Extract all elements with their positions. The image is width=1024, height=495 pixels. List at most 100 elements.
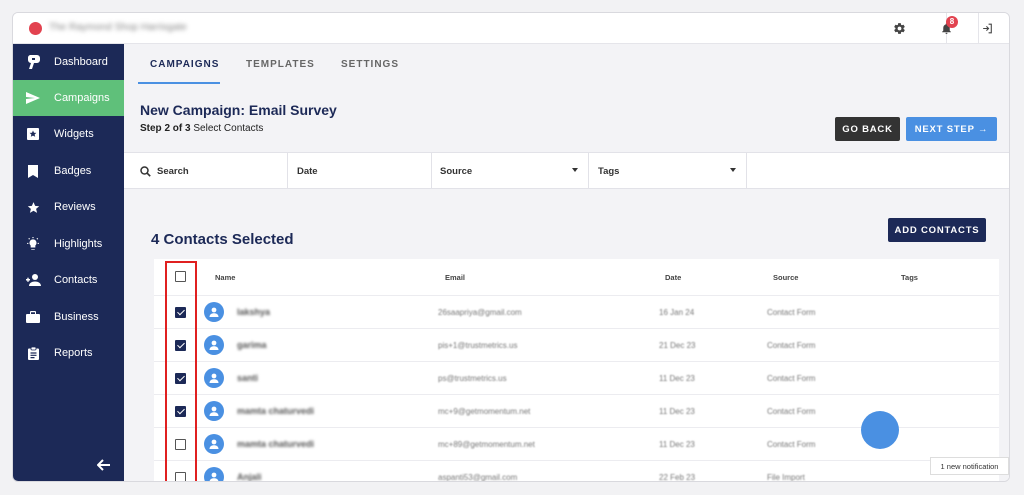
avatar-icon bbox=[204, 401, 224, 421]
contact-date: 22 Feb 23 bbox=[659, 473, 696, 482]
tags-dropdown-label: Tags bbox=[598, 165, 620, 177]
tab-templates[interactable]: TEMPLATES bbox=[246, 59, 315, 70]
sidebar-item-contacts[interactable]: Contacts bbox=[13, 262, 124, 298]
column-header-email: Email bbox=[445, 273, 466, 282]
sidebar-item-reports[interactable]: Reports bbox=[13, 335, 124, 371]
sidebar-item-business[interactable]: Business bbox=[13, 299, 124, 335]
column-header-tags: Tags bbox=[901, 273, 918, 282]
sidebar-item-widgets[interactable]: Widgets bbox=[13, 116, 124, 152]
table-row[interactable]: lakshya 26saapriya@gmail.com 16 Jan 24 Cont… bbox=[154, 295, 999, 328]
table-row[interactable]: mamta chaturvedi mc+89@getmomentum.net 11 … bbox=[154, 427, 999, 460]
table-row[interactable]: garima pis+1@trustmetrics.us 21 Dec 23 Cont… bbox=[154, 328, 999, 361]
contact-source: Contact Form bbox=[767, 374, 816, 383]
sidebar-item-highlights[interactable]: Highlights bbox=[13, 226, 124, 262]
tab-bar: CAMPAIGNS TEMPLATES SETTINGS bbox=[124, 44, 1009, 84]
contact-source: Contact Form bbox=[767, 341, 816, 350]
tab-settings[interactable]: SETTINGS bbox=[341, 59, 400, 70]
column-header-source: Source bbox=[773, 273, 799, 282]
tab-campaigns[interactable]: CAMPAIGNS bbox=[150, 59, 220, 70]
contact-source: Contact Form bbox=[767, 440, 816, 449]
active-tab-indicator bbox=[138, 82, 220, 84]
row-checkbox[interactable] bbox=[175, 472, 186, 481]
avatar-icon bbox=[204, 467, 224, 481]
chat-button[interactable] bbox=[861, 411, 899, 449]
avatar-icon bbox=[204, 302, 224, 322]
contact-email: mc+89@getmomentum.net bbox=[438, 440, 535, 449]
filter-bar: Search Date Source Tags bbox=[124, 152, 1009, 189]
gear-icon[interactable] bbox=[883, 13, 915, 44]
app-window: The Raymond Shop Harrisgate 8 Dashboard … bbox=[12, 12, 1010, 482]
arrow-left-icon[interactable] bbox=[96, 458, 111, 476]
brand-name: The Raymond Shop Harrisgate bbox=[49, 22, 187, 33]
sidebar-item-label: Reports bbox=[54, 347, 93, 359]
sidebar-item-reviews[interactable]: Reviews bbox=[13, 189, 124, 225]
sidebar: Dashboard Campaigns Widgets Badges Revie… bbox=[13, 44, 124, 481]
clipboard-icon bbox=[13, 346, 53, 360]
notification-badge: 8 bbox=[946, 16, 958, 28]
add-contacts-button[interactable]: ADD CONTACTS bbox=[888, 218, 986, 242]
bell-icon[interactable]: 8 bbox=[930, 13, 962, 44]
sidebar-item-campaigns[interactable]: Campaigns bbox=[13, 80, 124, 116]
contact-date: 21 Dec 23 bbox=[659, 341, 696, 350]
contact-source: Contact Form bbox=[767, 407, 816, 416]
row-checkbox[interactable] bbox=[175, 340, 186, 351]
go-back-button[interactable]: GO BACK bbox=[835, 117, 900, 141]
row-checkbox[interactable] bbox=[175, 373, 186, 384]
contact-email: mc+9@getmomentum.net bbox=[438, 407, 531, 416]
logout-icon[interactable] bbox=[971, 13, 1003, 44]
date-filter[interactable]: Date bbox=[288, 153, 432, 189]
top-bar: The Raymond Shop Harrisgate 8 bbox=[13, 13, 1009, 44]
contact-email: pis+1@trustmetrics.us bbox=[438, 341, 518, 350]
sidebar-item-label: Reviews bbox=[54, 201, 96, 213]
table-row[interactable]: santi ps@trustmetrics.us 11 Dec 23 Contact … bbox=[154, 361, 999, 394]
contact-email: 26saapriya@gmail.com bbox=[438, 308, 522, 317]
next-step-button[interactable]: NEXT STEP → bbox=[906, 117, 997, 141]
notification-toast: 1 new notification bbox=[930, 457, 1009, 475]
contact-name: santi bbox=[237, 373, 259, 383]
chevron-down-icon bbox=[730, 168, 736, 172]
row-checkbox[interactable] bbox=[175, 406, 186, 417]
widget-icon bbox=[13, 128, 53, 140]
select-all-checkbox[interactable] bbox=[175, 271, 186, 282]
star-icon bbox=[13, 201, 53, 214]
contact-date: 11 Dec 23 bbox=[659, 374, 695, 383]
bookmark-icon bbox=[13, 164, 53, 178]
sidebar-item-label: Dashboard bbox=[54, 56, 108, 68]
sidebar-item-dashboard[interactable]: Dashboard bbox=[13, 44, 124, 80]
sidebar-item-label: Contacts bbox=[54, 274, 98, 286]
row-checkbox[interactable] bbox=[175, 439, 186, 450]
avatar-icon bbox=[204, 368, 224, 388]
search-filter[interactable]: Search bbox=[124, 153, 288, 189]
source-dropdown[interactable]: Source bbox=[432, 153, 589, 189]
sidebar-item-label: Badges bbox=[54, 165, 92, 177]
table-row[interactable]: mamta chaturvedi mc+9@getmomentum.net 11 D… bbox=[154, 394, 999, 427]
contact-source: File Import bbox=[767, 473, 805, 482]
tags-dropdown[interactable]: Tags bbox=[589, 153, 747, 189]
source-dropdown-label: Source bbox=[440, 165, 473, 177]
step-count: Step 2 of 3 bbox=[140, 123, 191, 134]
contact-date: 11 Dec 23 bbox=[659, 407, 695, 416]
briefcase-icon bbox=[13, 311, 53, 323]
search-input[interactable]: Search bbox=[157, 165, 189, 177]
contact-name: garima bbox=[237, 340, 267, 350]
lightbulb-icon bbox=[13, 237, 53, 251]
sidebar-item-label: Business bbox=[54, 311, 99, 323]
sidebar-item-label: Campaigns bbox=[54, 92, 110, 104]
sidebar-item-label: Highlights bbox=[54, 238, 103, 250]
contact-name: lakshya bbox=[237, 307, 271, 317]
row-checkbox[interactable] bbox=[175, 307, 186, 318]
person-add-icon bbox=[13, 274, 53, 286]
sidebar-item-badges[interactable]: Badges bbox=[13, 153, 124, 189]
selected-count: 4 Contacts Selected bbox=[151, 231, 294, 248]
dashboard-icon bbox=[13, 55, 53, 69]
table-row[interactable]: Anjali aspanti53@gmail.com 22 Feb 23 File I… bbox=[154, 460, 999, 482]
step-indicator: Step 2 of 3 Select Contacts bbox=[140, 123, 263, 134]
contact-name: Anjali bbox=[237, 472, 262, 482]
contact-name: mamta chaturvedi bbox=[237, 406, 315, 416]
avatar-icon bbox=[204, 434, 224, 454]
avatar-icon bbox=[204, 335, 224, 355]
contact-source: Contact Form bbox=[767, 308, 816, 317]
column-header-name: Name bbox=[215, 273, 236, 282]
contact-name: mamta chaturvedi bbox=[237, 439, 315, 449]
search-icon bbox=[140, 165, 151, 177]
